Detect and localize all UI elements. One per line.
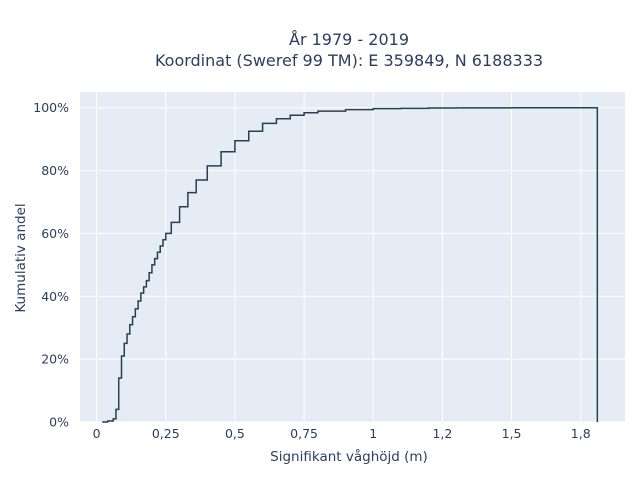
x-tick-label: 1,2 [432,426,452,441]
plot-area [80,92,625,422]
x-axis-label: Signifikant våghöjd (m) [270,448,428,465]
x-axis-ticks: 0 0,25 0,5 0,75 1 1,2 1,5 1,8 [93,426,591,441]
y-tick-label: 80% [41,163,69,178]
y-tick-label: 100% [33,100,69,115]
chart-title: År 1979 - 2019 [289,30,409,49]
x-tick-label: 1,5 [502,426,522,441]
x-tick-label: 0,75 [290,426,318,441]
x-tick-label: 0,25 [152,426,180,441]
y-tick-label: 0% [49,415,69,430]
x-tick-label: 1,8 [571,426,591,441]
y-axis-ticks: 0% 20% 40% 60% 80% 100% [33,100,69,429]
series-layer [102,106,599,423]
x-tick-label: 1 [369,426,377,441]
x-tick-label: 0,5 [225,426,245,441]
y-tick-label: 20% [41,352,69,367]
x-tick-label: 0 [93,426,101,441]
y-tick-label: 60% [41,226,69,241]
chart-subtitle: Koordinat (Sweref 99 TM): E 359849, N 61… [155,51,543,70]
y-tick-label: 40% [41,289,69,304]
y-axis-label: Kumulativ andel [13,203,29,312]
cdf-step-line [102,106,599,423]
